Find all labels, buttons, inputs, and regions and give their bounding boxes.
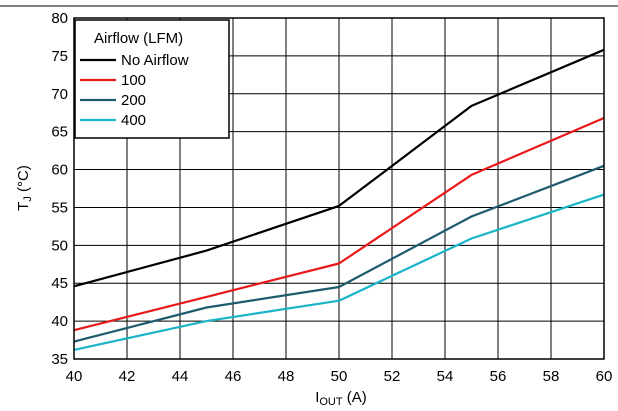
y-tick-label: 65 <box>51 124 68 141</box>
series-lines <box>73 48 605 351</box>
series-line-4 <box>73 193 605 351</box>
legend: Airflow (LFM) No Airflow 100 200 400 <box>74 19 230 139</box>
y-tick-label: 60 <box>51 162 68 179</box>
y-tick-label: 40 <box>51 313 68 330</box>
x-tick-label: 50 <box>331 368 348 385</box>
x-tick-label: 46 <box>225 368 242 385</box>
x-tick-label: 54 <box>437 368 454 385</box>
legend-label: 400 <box>121 112 146 129</box>
y-tick-label: 80 <box>51 10 68 27</box>
y-tick-label: 35 <box>51 351 68 368</box>
legend-label: No Airflow <box>121 52 189 69</box>
x-tick-label: 56 <box>490 368 507 385</box>
x-tick-label: 48 <box>278 368 295 385</box>
x-tick-label: 42 <box>119 368 136 385</box>
x-tick-label: 40 <box>66 368 83 385</box>
y-tick-label: 70 <box>51 86 68 103</box>
x-tick-labels: 40 42 44 46 48 50 52 54 56 58 60 <box>66 368 613 385</box>
y-tick-label: 50 <box>51 237 68 254</box>
plot-area-frame <box>73 17 605 360</box>
legend-label: 100 <box>121 72 146 89</box>
series-line-2 <box>73 116 605 332</box>
y-tick-labels: 35 40 45 50 55 60 65 70 75 80 <box>51 10 68 368</box>
series-line-1 <box>73 48 605 288</box>
y-axis-title: TJ (°C) <box>15 165 34 211</box>
y-tick-label: 75 <box>51 48 68 65</box>
x-tick-label: 52 <box>384 368 401 385</box>
y-tick-label: 55 <box>51 199 68 216</box>
legend-box <box>74 19 230 139</box>
y-tick-label: 45 <box>51 275 68 292</box>
x-tick-label: 58 <box>543 368 560 385</box>
x-tick-label: 60 <box>596 368 613 385</box>
legend-title: Airflow (LFM) <box>94 30 183 47</box>
x-tick-label: 44 <box>172 368 189 385</box>
series-line-3 <box>73 164 605 343</box>
legend-label: 200 <box>121 92 146 109</box>
x-axis-title: IOUT (A) <box>315 389 367 408</box>
